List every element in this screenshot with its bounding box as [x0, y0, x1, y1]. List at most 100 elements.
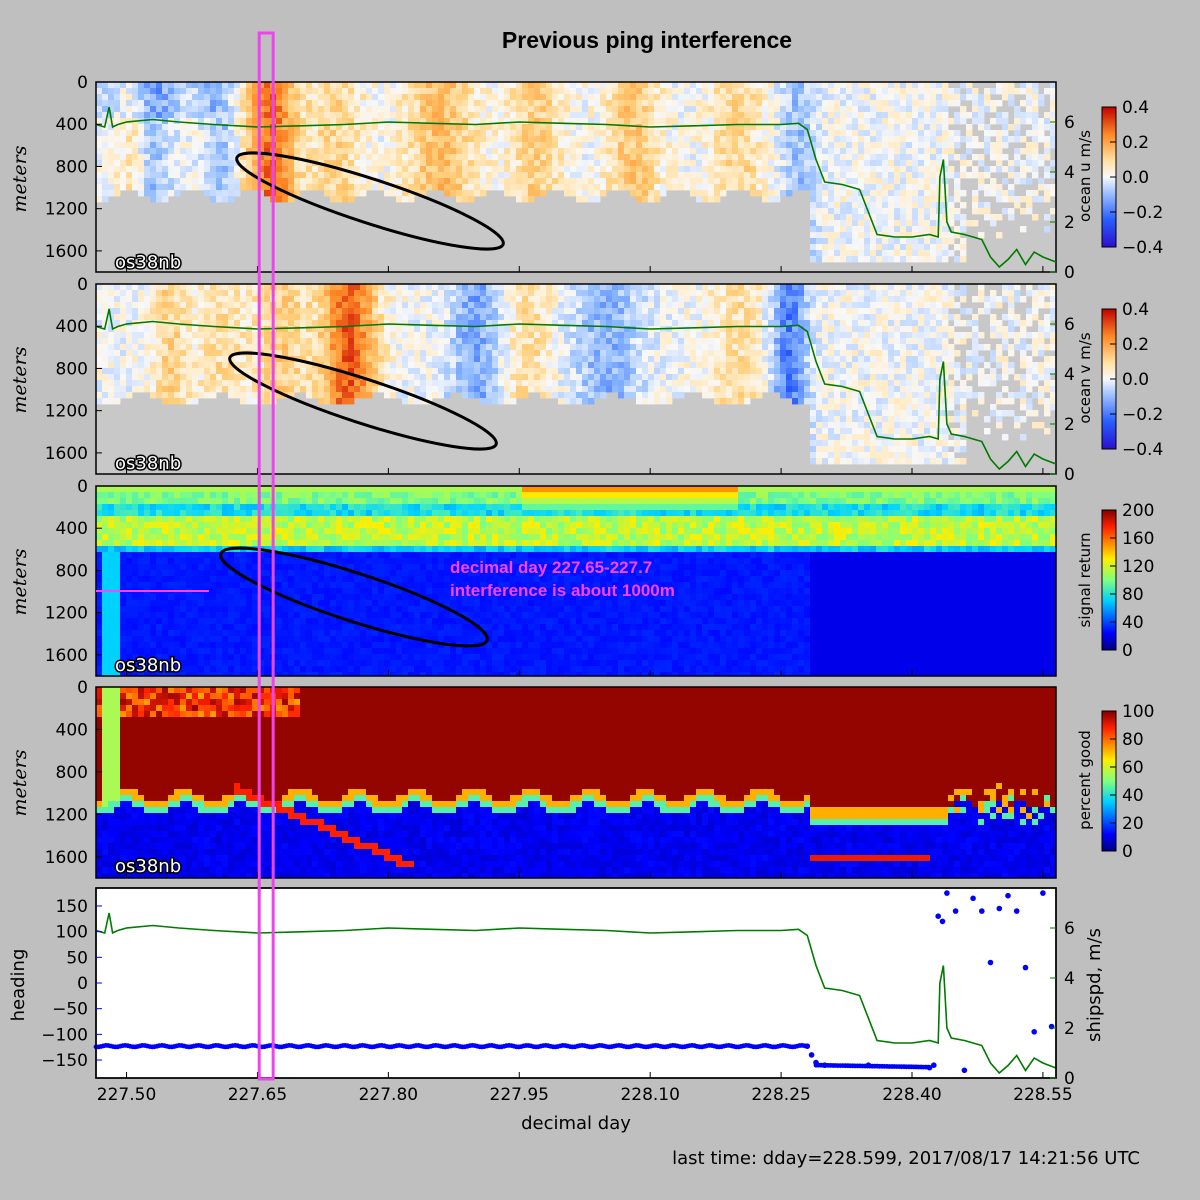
heatmap-cell: [528, 148, 535, 155]
heatmap-cell: [852, 178, 859, 185]
heatmap-cell: [438, 106, 445, 113]
heatmap-cell: [354, 368, 361, 375]
heatmap-cell: [186, 118, 193, 125]
heatmap-cell: [108, 344, 115, 351]
heatmap-cell: [240, 296, 247, 303]
heatmap-cell: [816, 148, 823, 155]
heatmap-cell: [378, 148, 385, 155]
heatmap-cell: [624, 160, 631, 167]
heatmap-cell: [474, 350, 481, 357]
heatmap-cell: [126, 392, 133, 399]
heatmap-cell: [882, 160, 889, 167]
heatmap-cell: [516, 308, 523, 315]
heatmap-cell: [684, 166, 691, 173]
heatmap-cell: [132, 94, 139, 101]
heatmap-cell: [942, 250, 949, 257]
heatmap-cell: [594, 100, 601, 107]
heatmap-cell: [156, 130, 163, 137]
heatmap-cell: [630, 296, 637, 303]
heatmap-cell: [468, 326, 475, 333]
heatmap-cell: [738, 100, 745, 107]
right-tick-label: 6: [1064, 113, 1075, 133]
heatmap-cell: [582, 184, 589, 191]
heatmap-cell: [408, 184, 415, 191]
heatmap-cell: [96, 154, 103, 161]
heatmap-cell: [672, 154, 679, 161]
heatmap-cell: [114, 374, 121, 381]
heatmap-cell: [402, 136, 409, 143]
heatmap-cell: [342, 320, 349, 327]
heatmap-cell: [390, 112, 397, 119]
heatmap-cell: [234, 190, 241, 197]
heatmap-cell: [276, 296, 283, 303]
heatmap-cell: [522, 118, 529, 125]
heatmap-cell: [246, 160, 253, 167]
heatmap-cell: [582, 344, 589, 351]
heatmap-cell: [252, 100, 259, 107]
heatmap-cell: [420, 154, 427, 161]
heatmap-cell: [108, 380, 115, 387]
heatmap-cell: [114, 356, 121, 363]
heatmap-cell: [294, 88, 301, 95]
heatmap-cell: [276, 100, 283, 107]
heatmap-cell: [720, 118, 727, 125]
heatmap-cell: [612, 332, 619, 339]
heatmap-cell: [762, 130, 769, 137]
heatmap-cell: [786, 118, 793, 125]
heatmap-cell: [726, 112, 733, 119]
heatmap-cell: [888, 148, 895, 155]
heatmap-cell: [228, 374, 235, 381]
heatmap-cell: [690, 160, 697, 167]
heatmap-cell: [480, 154, 487, 161]
heatmap-cell: [150, 184, 157, 191]
heatmap-cell: [918, 166, 925, 173]
heatmap-cell: [960, 226, 967, 233]
heatmap-cell: [582, 350, 589, 357]
heatmap-cell: [510, 338, 517, 345]
heatmap-cell: [732, 142, 739, 149]
heatmap-cell: [834, 118, 841, 125]
heatmap-cell: [402, 392, 409, 399]
heatmap-cell: [516, 350, 523, 357]
heatmap-cell: [564, 302, 571, 309]
heatmap-cell: [192, 392, 199, 399]
heatmap-cell: [342, 118, 349, 125]
heatmap-cell: [450, 124, 457, 131]
heatmap-cell: [864, 172, 871, 179]
heatmap-cell: [186, 172, 193, 179]
heatmap-cell: [924, 190, 931, 197]
heatmap-cell: [312, 320, 319, 327]
heatmap-cell: [960, 82, 967, 89]
heatmap-cell: [96, 296, 103, 303]
heatmap-cell: [228, 112, 235, 119]
heatmap-cell: [1002, 190, 1009, 197]
heatmap-cell: [102, 368, 109, 375]
heatmap-cell: [474, 118, 481, 125]
heatmap-cell: [336, 112, 343, 119]
heatmap-cell: [450, 374, 457, 381]
heatmap-cell: [948, 154, 955, 161]
heatmap-cell: [756, 190, 763, 197]
heatmap-cell: [498, 392, 505, 399]
heatmap-cell: [630, 314, 637, 321]
heatmap-cell: [150, 142, 157, 149]
heatmap-cell: [738, 82, 745, 89]
heatmap-cell: [918, 88, 925, 95]
heatmap-cell: [582, 302, 589, 309]
heatmap-cell: [1020, 148, 1027, 155]
heatmap-cell: [930, 112, 937, 119]
heatmap-cell: [450, 142, 457, 149]
heatmap-cell: [396, 290, 403, 297]
heatmap-cell: [918, 184, 925, 191]
heatmap-cell: [756, 130, 763, 137]
heatmap-cell: [168, 338, 175, 345]
heatmap-cell: [870, 184, 877, 191]
heatmap-cell: [882, 130, 889, 137]
heatmap-cell: [444, 136, 451, 143]
heatmap-cell: [180, 94, 187, 101]
heatmap-cell: [402, 380, 409, 387]
heatmap-cell: [774, 124, 781, 131]
heatmap-cell: [384, 130, 391, 137]
heatmap-cell: [186, 368, 193, 375]
heatmap-cell: [450, 380, 457, 387]
